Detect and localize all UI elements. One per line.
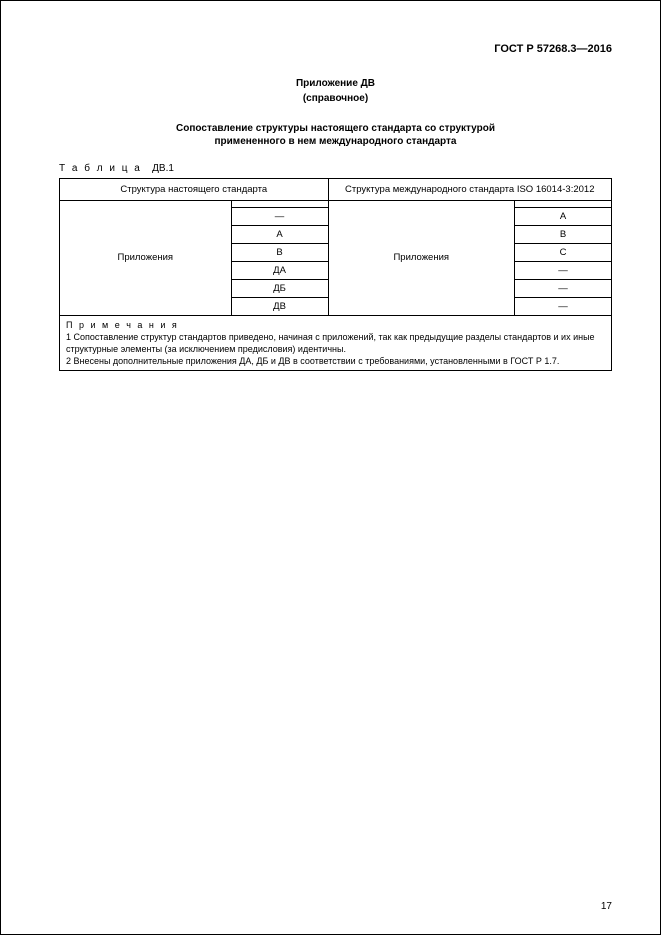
table-header-row: Структура настоящего стандарта Структура… bbox=[60, 178, 612, 200]
right-group-cell: Приложения bbox=[328, 200, 514, 315]
notes-row: П р и м е ч а н и я 1 Сопоставление стру… bbox=[60, 315, 612, 371]
notes-cell: П р и м е ч а н и я 1 Сопоставление стру… bbox=[60, 315, 612, 371]
header-left: Структура настоящего стандарта bbox=[60, 178, 329, 200]
section-title-line2: примененного в нем международного станда… bbox=[215, 136, 457, 147]
left-code-cell: — bbox=[231, 207, 328, 225]
right-code-cell: B bbox=[515, 225, 612, 243]
notes-heading: П р и м е ч а н и я bbox=[66, 320, 179, 330]
table-label: Т а б л и ц а ДВ.1 bbox=[59, 163, 612, 174]
right-code-cell: — bbox=[515, 279, 612, 297]
table-label-prefix: Т а б л и ц а bbox=[59, 163, 142, 174]
appendix-subtitle: (справочное) bbox=[59, 93, 612, 104]
comparison-table: Структура настоящего стандарта Структура… bbox=[59, 178, 612, 372]
appendix-title: Приложение ДВ bbox=[59, 77, 612, 91]
right-code-cell: C bbox=[515, 243, 612, 261]
right-code-cell: — bbox=[515, 297, 612, 315]
left-code-cell: В bbox=[231, 243, 328, 261]
right-code-cell: — bbox=[515, 261, 612, 279]
right-code-cell bbox=[515, 200, 612, 207]
left-code-cell: ДВ bbox=[231, 297, 328, 315]
left-code-cell: ДБ bbox=[231, 279, 328, 297]
header-right: Структура международного стандарта ISO 1… bbox=[328, 178, 611, 200]
right-code-cell: A bbox=[515, 207, 612, 225]
left-group-cell: Приложения bbox=[60, 200, 232, 315]
section-title: Сопоставление структуры настоящего станд… bbox=[59, 122, 612, 149]
section-title-line1: Сопоставление структуры настоящего станд… bbox=[176, 123, 495, 134]
table-row: Приложения Приложения bbox=[60, 200, 612, 207]
document-id: ГОСТ Р 57268.3—2016 bbox=[59, 43, 612, 55]
left-code-cell bbox=[231, 200, 328, 207]
page: ГОСТ Р 57268.3—2016 Приложение ДВ (справ… bbox=[0, 0, 661, 935]
left-code-cell: А bbox=[231, 225, 328, 243]
left-code-cell: ДА bbox=[231, 261, 328, 279]
note-2: 2 Внесены дополнительные приложения ДА, … bbox=[66, 356, 559, 366]
page-number: 17 bbox=[601, 901, 612, 912]
note-1: 1 Сопоставление структур стандартов прив… bbox=[66, 332, 595, 354]
